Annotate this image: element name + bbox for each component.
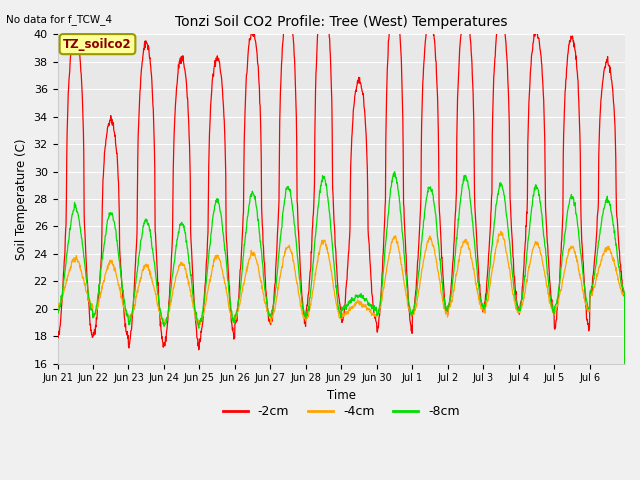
X-axis label: Time: Time	[327, 389, 356, 402]
Legend: -2cm, -4cm, -8cm: -2cm, -4cm, -8cm	[218, 400, 465, 423]
Text: TZ_soilco2: TZ_soilco2	[63, 37, 132, 50]
Text: No data for f_TCW_4: No data for f_TCW_4	[6, 14, 113, 25]
Title: Tonzi Soil CO2 Profile: Tree (West) Temperatures: Tonzi Soil CO2 Profile: Tree (West) Temp…	[175, 15, 508, 29]
Y-axis label: Soil Temperature (C): Soil Temperature (C)	[15, 138, 28, 260]
